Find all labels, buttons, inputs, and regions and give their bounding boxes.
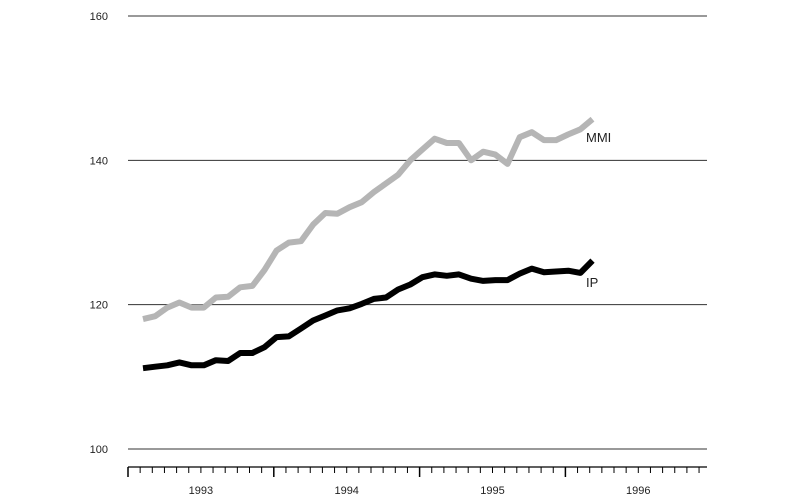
x-tick-label: 1996 <box>626 485 650 497</box>
series-label-mmi: MMI <box>586 130 611 145</box>
y-tick-label: 120 <box>90 300 108 312</box>
y-tick-label: 100 <box>90 444 108 456</box>
x-tick-label: 1994 <box>334 485 358 497</box>
gridlines <box>128 15 707 450</box>
series-lines <box>142 116 595 372</box>
x-axis: 1993 1994 1995 1996 <box>127 466 707 497</box>
y-tick-label: 160 <box>90 11 108 23</box>
series-labels: MMI IP <box>586 130 611 290</box>
y-tick-label: 140 <box>90 155 108 167</box>
series-line-ip <box>142 258 595 372</box>
series-label-ip: IP <box>586 275 598 290</box>
series-line-mmi <box>142 116 595 323</box>
x-tick-label: 1993 <box>189 485 213 497</box>
y-axis-ticks: 100 120 140 160 <box>90 11 108 456</box>
x-tick-label: 1995 <box>480 485 504 497</box>
